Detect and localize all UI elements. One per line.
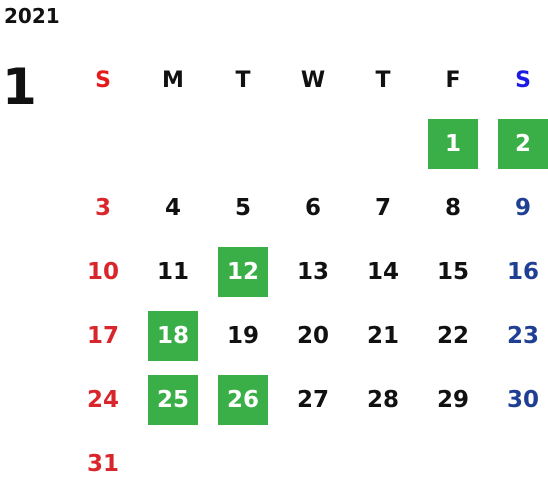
day-cell: 19 (208, 304, 278, 368)
day-cell: 16 (488, 240, 548, 304)
day-cell: 3 (68, 176, 138, 240)
day-cell: 1 (418, 112, 488, 176)
day-cell: 31 (68, 432, 138, 496)
day-number: 14 (366, 259, 399, 285)
day-cell: 11 (138, 240, 208, 304)
day-cell: 23 (488, 304, 548, 368)
day-number: 22 (436, 323, 469, 349)
day-cell: 30 (488, 368, 548, 432)
weekday-header-fri: F (445, 67, 461, 93)
weekday-header-wed: W (300, 67, 326, 93)
day-cell: 22 (418, 304, 488, 368)
day-cell: 13 (278, 240, 348, 304)
empty-cell (138, 112, 208, 176)
day-number: 19 (226, 323, 259, 349)
day-number: 25 (148, 375, 198, 425)
day-number: 16 (506, 259, 539, 285)
empty-cell (278, 112, 348, 176)
weekday-header-sat: S (515, 67, 531, 93)
day-number: 31 (86, 451, 119, 477)
day-cell: 9 (488, 176, 548, 240)
day-number: 23 (506, 323, 539, 349)
day-cell: 14 (348, 240, 418, 304)
day-number: 29 (436, 387, 469, 413)
day-number: 9 (514, 195, 531, 221)
month-number: 1 (2, 58, 37, 116)
day-number: 15 (436, 259, 469, 285)
day-number: 13 (296, 259, 329, 285)
day-cell: 20 (278, 304, 348, 368)
day-number: 5 (234, 195, 251, 221)
day-cell: 17 (68, 304, 138, 368)
day-number: 24 (86, 387, 119, 413)
day-number: 20 (296, 323, 329, 349)
weekday-header-thu: T (375, 67, 391, 93)
day-number: 2 (498, 119, 548, 169)
day-cell: 28 (348, 368, 418, 432)
day-cell: 4 (138, 176, 208, 240)
day-cell: 10 (68, 240, 138, 304)
day-number: 10 (86, 259, 119, 285)
day-number: 8 (444, 195, 461, 221)
day-cell: 2 (488, 112, 548, 176)
weekday-header-sun: S (95, 67, 111, 93)
day-number: 12 (218, 247, 268, 297)
day-number: 6 (304, 195, 321, 221)
day-number: 4 (164, 195, 181, 221)
empty-cell (348, 112, 418, 176)
empty-cell (68, 112, 138, 176)
day-number: 18 (148, 311, 198, 361)
day-cell: 5 (208, 176, 278, 240)
weekday-header-tue: T (235, 67, 251, 93)
empty-cell (208, 112, 278, 176)
year-label: 2021 (4, 4, 60, 28)
day-cell: 15 (418, 240, 488, 304)
day-cell: 27 (278, 368, 348, 432)
day-cell: 18 (138, 304, 208, 368)
day-number: 3 (94, 195, 111, 221)
day-cell: 7 (348, 176, 418, 240)
day-cell: 21 (348, 304, 418, 368)
day-cell: 25 (138, 368, 208, 432)
day-number: 30 (506, 387, 539, 413)
day-cell: 29 (418, 368, 488, 432)
day-cell: 26 (208, 368, 278, 432)
day-cell: 8 (418, 176, 488, 240)
weekday-header-mon: M (162, 67, 184, 93)
day-number: 7 (374, 195, 391, 221)
day-number: 17 (86, 323, 119, 349)
day-number: 21 (366, 323, 399, 349)
day-number: 26 (218, 375, 268, 425)
day-number: 27 (296, 387, 329, 413)
day-number: 1 (428, 119, 478, 169)
day-number: 11 (156, 259, 189, 285)
day-cell: 12 (208, 240, 278, 304)
day-cell: 24 (68, 368, 138, 432)
day-cell: 6 (278, 176, 348, 240)
day-number: 28 (366, 387, 399, 413)
calendar-grid: S M T W T F S 1 2 3 4 5 6 7 8 9 10 11 12 13 14 15 16 17 1… (68, 48, 548, 496)
